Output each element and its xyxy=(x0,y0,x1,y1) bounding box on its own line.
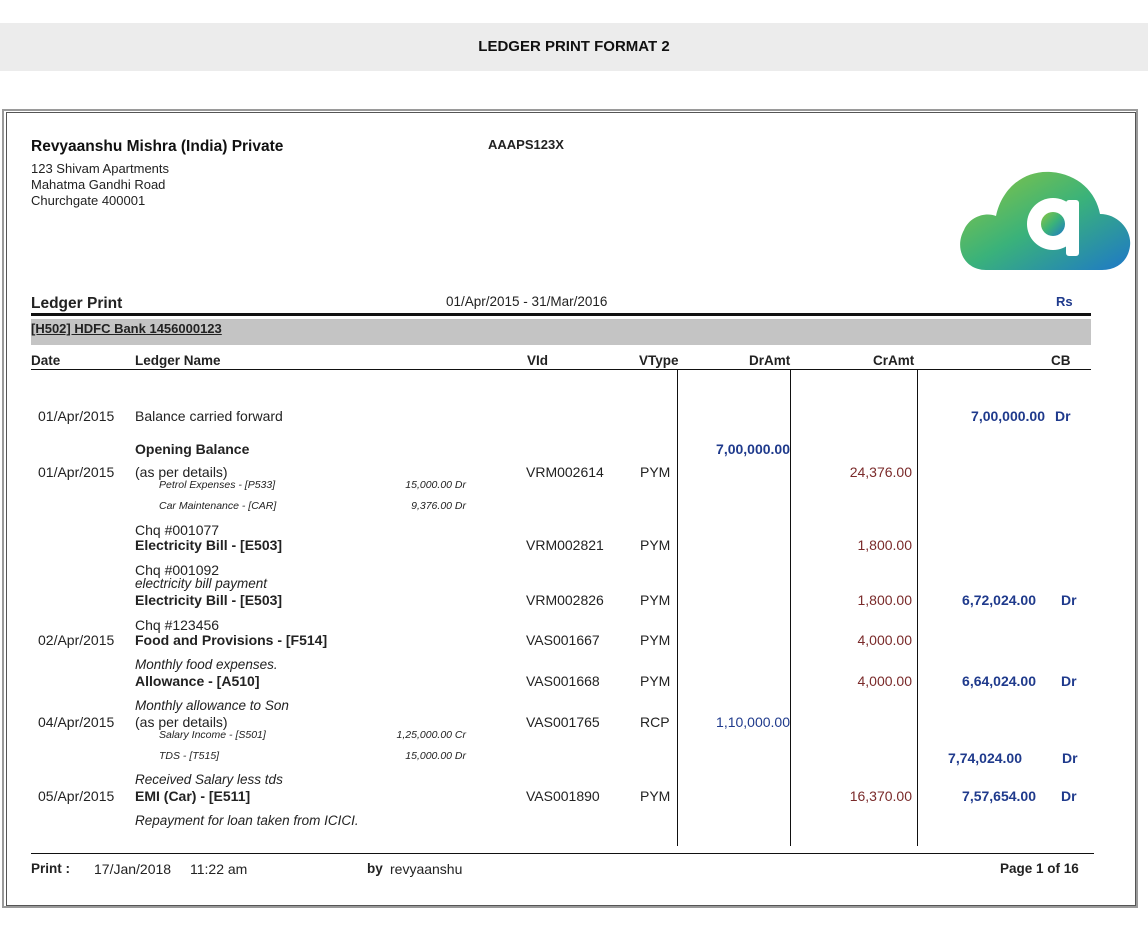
row2-ledger-name: (as per details) xyxy=(135,464,228,480)
row1-cb-side: Dr xyxy=(1055,408,1071,424)
row7-narration: Received Salary less tds xyxy=(135,772,283,787)
col-dramt: DrAmt xyxy=(749,353,791,368)
company-pan: AAAPS123X xyxy=(488,137,564,152)
report-title-bar xyxy=(0,23,1148,71)
row6-cb-side: Dr xyxy=(1061,673,1077,689)
row3-cramt: 1,800.00 xyxy=(857,537,913,553)
column-separator-dr xyxy=(677,370,678,846)
row1-ledger-name: Balance carried forward xyxy=(135,408,283,424)
row8-vtype: PYM xyxy=(640,788,671,804)
row4-vtype: PYM xyxy=(640,592,671,608)
footer-print-date: 17/Jan/2018 xyxy=(94,861,172,877)
row5-date: 02/Apr/2015 xyxy=(38,632,115,648)
footer-print-time: 11:22 am xyxy=(190,861,248,877)
col-cb: CB xyxy=(1051,353,1071,368)
row2-detail-2-amt: 9,376.00 Dr xyxy=(411,500,466,512)
row2-date: 01/Apr/2015 xyxy=(38,464,115,480)
row5-vid: VAS001667 xyxy=(526,632,600,648)
row1-date: 01/Apr/2015 xyxy=(38,408,115,424)
col-date: Date xyxy=(31,353,61,368)
row2-detail-1-amt: 15,000.00 Dr xyxy=(405,479,466,491)
row7-vtype: RCP xyxy=(640,714,670,730)
row7-detail-2-name: TDS - [T515] xyxy=(159,750,220,762)
row8-cb-side: Dr xyxy=(1061,788,1077,804)
title-divider xyxy=(31,313,1091,316)
row2-vtype: PYM xyxy=(640,464,671,480)
row5-cramt: 4,000.00 xyxy=(857,632,913,648)
company-name: Revyaanshu Mishra (India) Private xyxy=(31,138,284,155)
row4-vid: VRM002826 xyxy=(526,592,604,608)
row7-detail-2-amt: 15,000.00 Dr xyxy=(405,750,466,762)
row8-vid: VAS001890 xyxy=(526,788,600,804)
row8-date: 05/Apr/2015 xyxy=(38,788,115,804)
column-separator-cr xyxy=(790,370,791,846)
row4-cramt: 1,800.00 xyxy=(857,592,913,608)
row7-vid: VAS001765 xyxy=(526,714,600,730)
row8-cramt: 16,370.00 xyxy=(849,788,912,804)
footer-print-label: Print : xyxy=(31,861,70,876)
column-separator-cb xyxy=(917,370,918,846)
row4-cb: 6,72,024.00 xyxy=(962,592,1036,608)
footer-page-number: Page 1 of 16 xyxy=(1000,861,1079,876)
row3-ledger-name: Electricity Bill - [E503] xyxy=(135,537,283,553)
company-address-line-3: Churchgate 400001 xyxy=(31,193,146,208)
opening-balance-label: Opening Balance xyxy=(135,441,250,457)
row5-ledger-name: Food and Provisions - [F514] xyxy=(135,632,328,648)
page-inner-border xyxy=(6,112,1136,906)
report-title: LEDGER PRINT FORMAT 2 xyxy=(478,38,670,55)
row2-detail-1-name: Petrol Expenses - [P533] xyxy=(159,479,276,491)
account-name: [H502] HDFC Bank 1456000123 xyxy=(31,321,222,336)
row2-vid: VRM002614 xyxy=(526,464,604,480)
row7-cb-side: Dr xyxy=(1062,750,1078,766)
row6-cramt: 4,000.00 xyxy=(857,673,913,689)
page-frame xyxy=(2,109,1138,908)
col-cramt: CrAmt xyxy=(873,353,915,368)
row8-narration: Repayment for loan taken from ICICI. xyxy=(135,813,359,828)
row5-cheque: Chq #123456 xyxy=(135,617,220,633)
row4-narration: electricity bill payment xyxy=(135,576,268,591)
row6-vtype: PYM xyxy=(640,673,671,689)
row8-cb: 7,57,654.00 xyxy=(962,788,1036,804)
row4-cheque: Chq #001092 xyxy=(135,562,220,578)
row7-cb: 7,74,024.00 xyxy=(948,750,1022,766)
row1-cb: 7,00,000.00 xyxy=(971,408,1045,424)
row2-cramt: 24,376.00 xyxy=(849,464,912,480)
row6-ledger-name: Allowance - [A510] xyxy=(135,673,260,689)
row3-cheque: Chq #001077 xyxy=(135,522,220,538)
header-divider xyxy=(31,369,1091,370)
row7-dramt: 1,10,000.00 xyxy=(716,714,790,730)
footer-user: revyaanshu xyxy=(390,861,463,877)
row5-narration: Monthly food expenses. xyxy=(135,657,278,672)
row4-cb-side: Dr xyxy=(1061,592,1077,608)
ledger-heading: Ledger Print xyxy=(31,295,123,312)
row7-date: 04/Apr/2015 xyxy=(38,714,115,730)
row3-vtype: PYM xyxy=(640,537,671,553)
currency-label: Rs xyxy=(1056,294,1073,309)
row6-cb: 6,64,024.00 xyxy=(962,673,1036,689)
account-bar xyxy=(31,319,1091,345)
company-address-line-1: 123 Shivam Apartments xyxy=(31,161,170,176)
ledger-period: 01/Apr/2015 - 31/Mar/2016 xyxy=(446,294,608,309)
col-vid: VId xyxy=(527,353,549,368)
col-vtype: VType xyxy=(639,353,679,368)
col-ledger-name: Ledger Name xyxy=(135,353,221,368)
footer-by-label: by xyxy=(367,861,383,876)
row6-narration: Monthly allowance to Son xyxy=(135,698,289,713)
row6-vid: VAS001668 xyxy=(526,673,600,689)
company-address-line-2: Mahatma Gandhi Road xyxy=(31,177,166,192)
company-logo xyxy=(960,171,1131,270)
row7-ledger-name: (as per details) xyxy=(135,714,228,730)
opening-balance-dramt: 7,00,000.00 xyxy=(716,441,790,457)
row8-ledger-name: EMI (Car) - [E511] xyxy=(135,788,251,804)
row5-vtype: PYM xyxy=(640,632,671,648)
row4-ledger-name: Electricity Bill - [E503] xyxy=(135,592,283,608)
row7-detail-1-amt: 1,25,000.00 Cr xyxy=(396,729,466,741)
row3-vid: VRM002821 xyxy=(526,537,604,553)
row2-detail-2-name: Car Maintenance - [CAR] xyxy=(159,500,277,512)
row7-detail-1-name: Salary Income - [S501] xyxy=(159,729,266,741)
footer-divider xyxy=(31,853,1094,854)
